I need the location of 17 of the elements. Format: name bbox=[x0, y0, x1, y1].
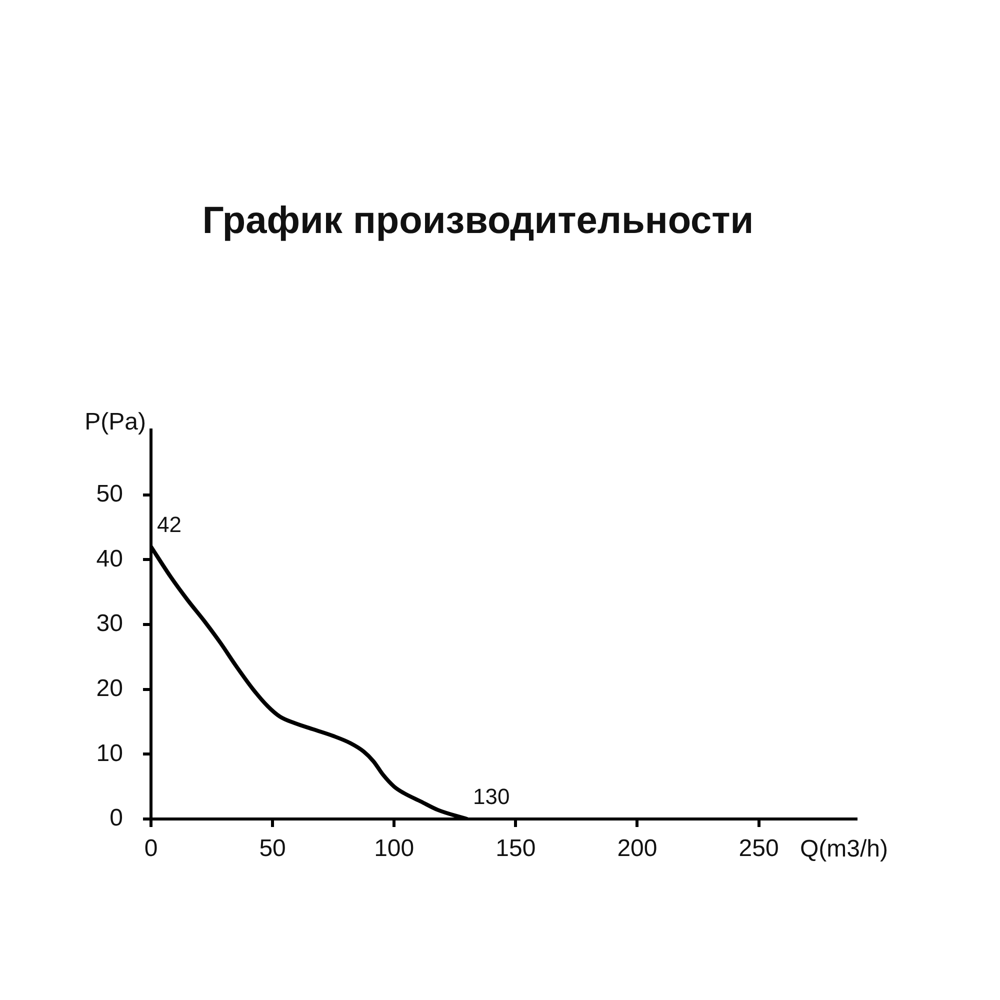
annotation: 130 bbox=[473, 784, 510, 810]
y-tick-label: 50 bbox=[96, 480, 123, 508]
y-tick-label: 40 bbox=[96, 545, 123, 572]
x-tick-label: 250 bbox=[738, 835, 779, 862]
x-tick-label: 100 bbox=[374, 835, 414, 862]
x-tick-label: 0 bbox=[144, 835, 158, 862]
y-tick-label: 10 bbox=[96, 740, 123, 767]
y-tick-label: 30 bbox=[96, 610, 123, 638]
y-tick-label: 20 bbox=[96, 674, 123, 702]
y-tick-label: 0 bbox=[110, 804, 123, 832]
x-tick-label: 150 bbox=[496, 835, 536, 862]
annotation: 42 bbox=[157, 512, 182, 537]
chart-title: График производительности bbox=[201, 199, 755, 244]
x-tick-label: 200 bbox=[617, 835, 658, 862]
x-axis-title: Q(m3/h) bbox=[800, 836, 888, 863]
y-axis-title: P(Pa) bbox=[84, 408, 146, 436]
x-tick-label: 50 bbox=[259, 835, 286, 862]
